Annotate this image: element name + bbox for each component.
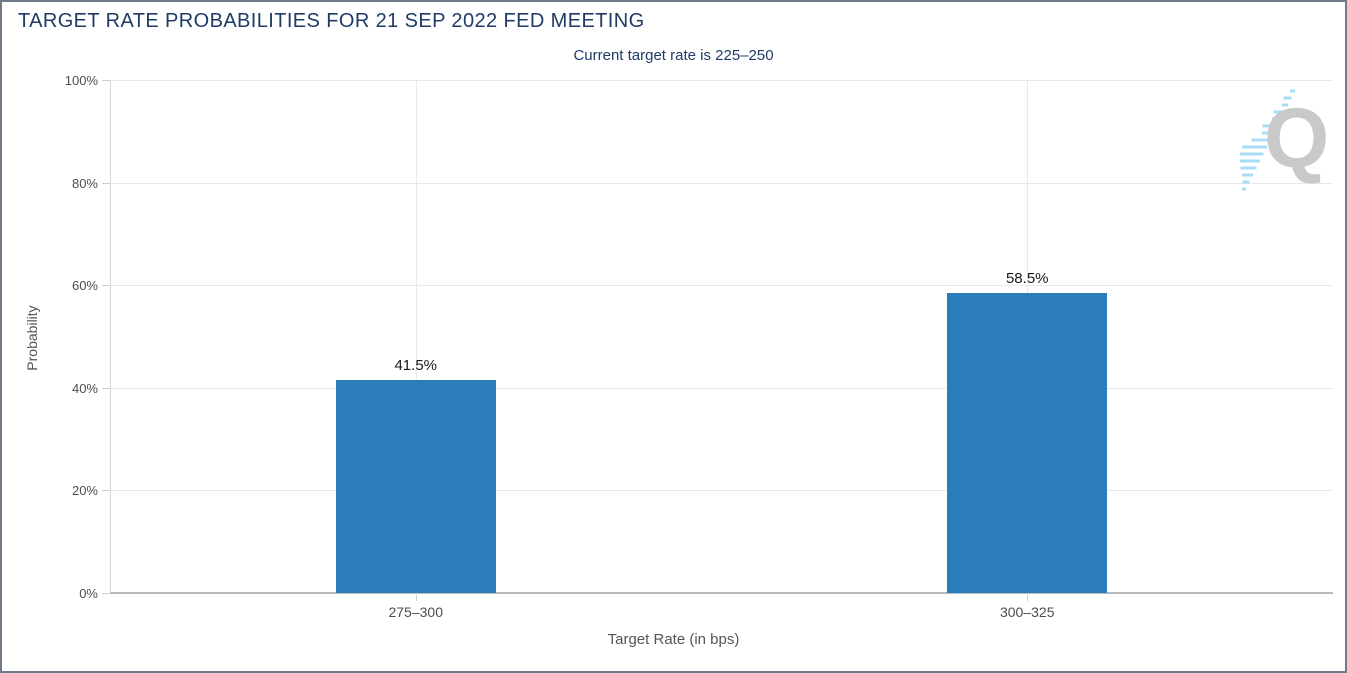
gridline-horizontal: [110, 285, 1333, 287]
y-axis-tick: [102, 182, 110, 184]
x-tick-label: 275–300: [388, 604, 443, 620]
x-axis-tick: [415, 595, 417, 601]
x-axis-line: [110, 592, 1333, 594]
y-axis-title: Probability: [24, 305, 40, 371]
y-axis-tick: [102, 80, 110, 81]
gridline-horizontal: [110, 490, 1333, 492]
y-tick-label: 20%: [71, 483, 98, 499]
plot-area: [110, 80, 1333, 594]
probability-bar-275-300[interactable]: [335, 380, 496, 593]
x-tick-label: 300–325: [999, 604, 1055, 620]
y-axis-tick: [102, 387, 110, 389]
y-tick-label: 40%: [71, 380, 98, 396]
chart-subtitle: Current target rate is 225–250: [573, 47, 774, 64]
x-axis-tick: [1027, 595, 1029, 601]
gridline-horizontal: [110, 80, 1333, 81]
gridline-horizontal: [110, 387, 1333, 389]
gridline-vertical: [415, 80, 417, 593]
y-axis-line: [110, 80, 111, 593]
y-tick-label: 0%: [79, 586, 98, 601]
bar-value-label: 58.5%: [1005, 269, 1049, 287]
x-axis-title: Target Rate (in bps): [607, 631, 740, 648]
gridline-horizontal: [110, 182, 1333, 184]
probability-bar-300-325[interactable]: [947, 292, 1108, 593]
y-tick-label: 60%: [71, 278, 98, 294]
y-axis-tick: [102, 593, 110, 594]
y-axis-tick: [102, 285, 110, 287]
y-axis-tick: [102, 490, 110, 492]
y-tick-label: 80%: [71, 175, 98, 191]
bar-value-label: 41.5%: [394, 357, 438, 375]
y-tick-label: 100%: [64, 73, 98, 88]
chart-title: TARGET RATE PROBABILITIES FOR 21 SEP 202…: [18, 10, 645, 32]
